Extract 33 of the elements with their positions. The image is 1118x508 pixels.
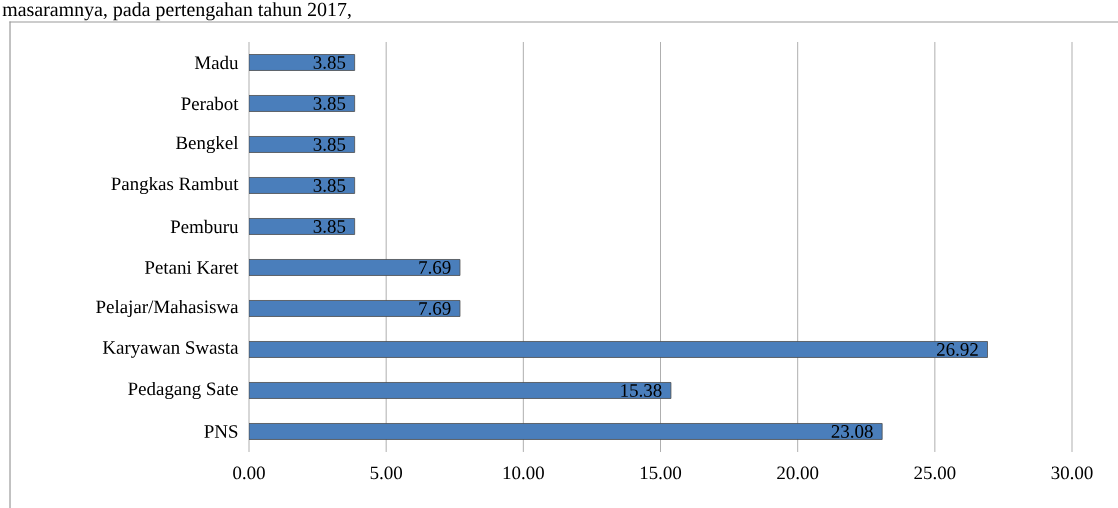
x-tick-label: 10.00 bbox=[503, 466, 544, 480]
data-label: 15.38 bbox=[621, 384, 662, 397]
bar bbox=[249, 382, 672, 399]
bar bbox=[249, 300, 461, 317]
y-tick-label: Petani Karet bbox=[144, 261, 239, 274]
data-label: 7.69 bbox=[419, 261, 451, 274]
bar bbox=[249, 259, 461, 276]
text: masaramnya, pada pertengahan tahun 2017, bbox=[2, 2, 351, 21]
y-tick-label: Pangkas Rambut bbox=[111, 176, 239, 195]
y-tick-label: Pedagang Sate bbox=[128, 381, 238, 400]
data-label: 23.08 bbox=[831, 425, 873, 438]
y-tick-label: Pemburu bbox=[170, 219, 239, 234]
x-tick-label: 15.00 bbox=[640, 466, 682, 480]
data-label: 3.85 bbox=[313, 56, 346, 69]
data-label: 3.85 bbox=[313, 97, 346, 110]
x-tick-label: 5.00 bbox=[370, 466, 403, 480]
y-tick-label: Pelajar/Mahasiswa bbox=[96, 299, 239, 318]
y-tick-label: PNS bbox=[204, 425, 238, 438]
data-label: 7.69 bbox=[419, 302, 451, 315]
y-tick-label: Madu bbox=[194, 55, 239, 70]
x-tick-label: 25.00 bbox=[914, 466, 956, 480]
data-label: 26.92 bbox=[937, 343, 978, 356]
y-tick-label: Perabot bbox=[181, 96, 239, 111]
bar bbox=[249, 423, 883, 440]
data-label: 3.85 bbox=[313, 220, 346, 233]
data-label: 3.85 bbox=[313, 138, 346, 151]
x-tick-label: 20.00 bbox=[777, 466, 819, 480]
y-tick-label: Bengkel bbox=[175, 135, 239, 154]
y-tick-label: Karyawan Swasta bbox=[102, 341, 239, 358]
bar bbox=[249, 341, 988, 358]
x-tick-label: 30.00 bbox=[1051, 466, 1093, 480]
x-tick-label: 0.00 bbox=[233, 466, 265, 480]
data-label: 3.85 bbox=[313, 179, 346, 192]
